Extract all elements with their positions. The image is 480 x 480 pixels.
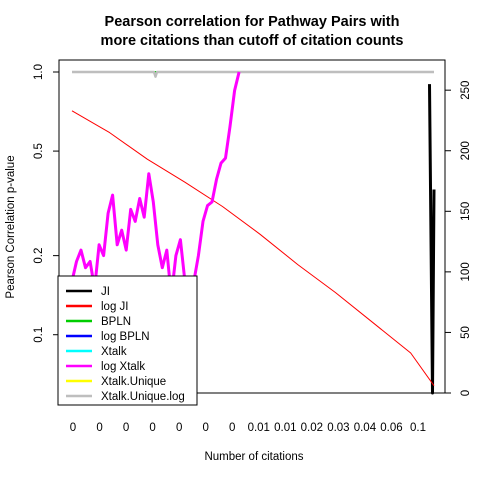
y-tick-label: 0.5 <box>33 143 45 159</box>
legend-label: log Xtalk <box>101 361 145 373</box>
legend-label: Xtalk.Unique <box>101 376 166 388</box>
x-tick-label: 0 <box>149 422 155 434</box>
legend-label: BPLN <box>101 316 131 328</box>
y-axis-left: 1.0 0.5 0.2 0.1 <box>33 64 59 343</box>
y-tick-label: 1.0 <box>33 64 45 80</box>
y-axis-right: 0 50 100 150 200 250 <box>445 81 472 396</box>
series-line-log-ji <box>71 110 435 386</box>
x-tick-label: 0.01 <box>274 422 296 434</box>
legend: JI log JI BPLN log BPLN Xtalk log Xtalk Xtalk.… <box>57 275 198 406</box>
y2-tick-label: 250 <box>460 81 472 100</box>
chart-title-line2: more citations than cutoff of citation c… <box>101 33 404 49</box>
series-line-log-xtalk <box>70 71 241 307</box>
x-tick-label: 0 <box>202 422 208 434</box>
x-tick-label: 0.06 <box>380 422 402 434</box>
legend-box <box>57 275 198 406</box>
x-tick-label: 0 <box>229 422 235 434</box>
x-tick-label: 0 <box>70 422 76 434</box>
y2-tick-label: 0 <box>460 390 472 396</box>
series-layer <box>70 70 436 395</box>
x-tick-label: 0.01 <box>248 422 270 434</box>
y-axis-label: Pearson Correlation p-value <box>5 155 17 298</box>
x-tick-label: 0.02 <box>301 422 323 434</box>
plot-frame <box>58 59 446 394</box>
legend-label: Xtalk <box>101 346 127 358</box>
x-tick-label: 0 <box>176 422 182 434</box>
y-tick-label: 0.1 <box>33 327 45 343</box>
legend-label: log BPLN <box>101 331 150 343</box>
x-tick-label: 0 <box>96 422 102 434</box>
y2-tick-label: 200 <box>460 141 472 160</box>
x-axis-label: Number of citations <box>204 451 303 463</box>
x-tick-label: 0 <box>123 422 129 434</box>
x-axis: 0 0 0 0 0 0 0 0.01 0.01 0.02 0.03 0.04 0.06 0.1 <box>70 422 426 434</box>
y-tick-label: 0.2 <box>33 248 45 264</box>
series-line-ji <box>428 84 436 395</box>
x-tick-label: 0.1 <box>410 422 426 434</box>
series-line-xtalk-unique-log <box>72 70 434 78</box>
y2-tick-label: 50 <box>460 326 472 339</box>
y2-tick-label: 100 <box>460 262 472 281</box>
chart-title-line1: Pearson correlation for Pathway Pairs wi… <box>105 14 400 30</box>
x-tick-label: 0.04 <box>354 422 377 434</box>
legend-label: log JI <box>101 301 129 313</box>
y2-tick-label: 150 <box>460 202 472 221</box>
legend-label: JI <box>101 286 110 298</box>
x-tick-label: 0.03 <box>327 422 349 434</box>
legend-label: Xtalk.Unique.log <box>101 391 185 403</box>
